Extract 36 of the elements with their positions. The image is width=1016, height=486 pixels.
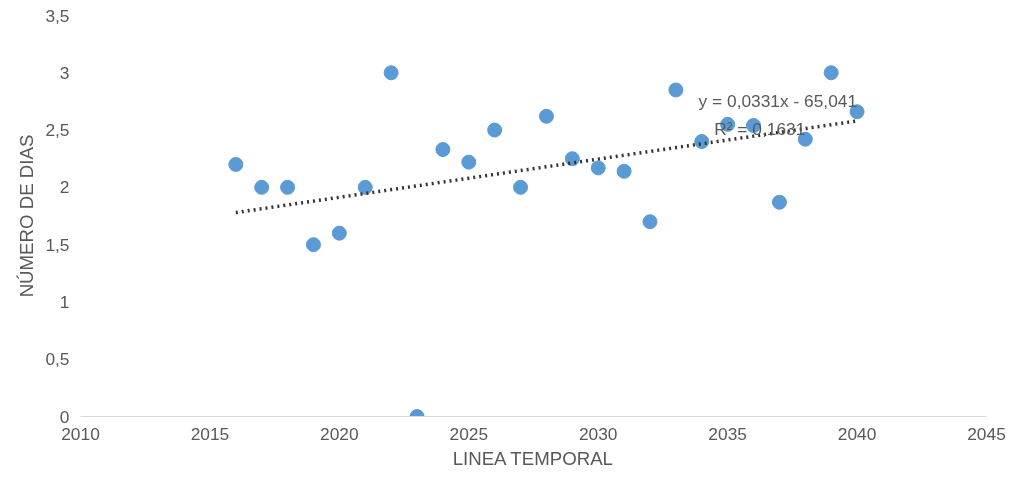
- x-tick-label: 2020: [320, 423, 359, 444]
- point: [771, 194, 787, 210]
- point: [538, 108, 554, 124]
- point: [668, 82, 684, 98]
- point: [357, 179, 373, 195]
- x-tick-label: 2045: [967, 423, 1006, 444]
- point: [823, 65, 839, 81]
- point: [280, 179, 296, 195]
- point: [487, 122, 503, 138]
- x-tick-label: 2015: [190, 423, 230, 444]
- point: [616, 163, 632, 179]
- x-tick-label: 2025: [449, 423, 489, 444]
- y-tick-label: 2: [59, 177, 70, 198]
- y-tick-label: 3: [59, 62, 70, 83]
- point: [383, 65, 399, 81]
- x-tick-label: 2030: [578, 423, 618, 444]
- x-tick-label: 2040: [837, 423, 877, 444]
- point: [461, 154, 477, 170]
- y-axis-title: NÚMERO DE DIAS: [16, 134, 38, 298]
- point: [331, 225, 347, 241]
- point: [642, 214, 658, 230]
- point: [254, 179, 270, 195]
- y-tick-label: 1: [59, 291, 70, 312]
- point: [228, 156, 244, 172]
- point: [435, 142, 451, 158]
- point: [305, 237, 321, 253]
- y-tick-label: 2,5: [45, 120, 70, 141]
- point: [564, 151, 580, 167]
- y-tick-label: 3,5: [45, 5, 70, 26]
- y-tick-label: 1,5: [45, 234, 70, 255]
- point: [513, 179, 529, 195]
- annotation: y = 0,0331x - 65,041: [698, 90, 858, 111]
- y-tick-label: 0,5: [45, 349, 70, 370]
- x-tick-label: 2035: [708, 423, 747, 444]
- x-axis-title: LINEA TEMPORAL: [452, 447, 614, 469]
- point: [590, 160, 606, 176]
